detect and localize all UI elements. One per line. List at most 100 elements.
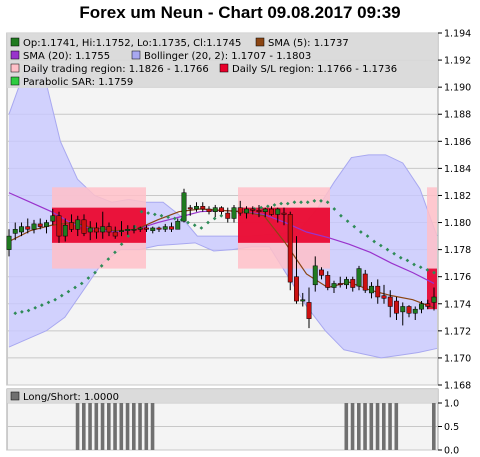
- candle-body: [425, 303, 431, 307]
- candle-body: [62, 224, 68, 237]
- candle: [44, 219, 49, 234]
- long-short-bar: [107, 403, 111, 450]
- long-short-bar: [432, 403, 436, 450]
- long-short-swatch: [10, 391, 20, 401]
- candle-body: [400, 306, 406, 313]
- sar-dot: [279, 201, 283, 206]
- sar-dot: [372, 239, 377, 244]
- candle-body: [356, 268, 362, 287]
- candle: [431, 287, 437, 311]
- candle-body: [225, 212, 231, 219]
- price-axis: 1.168 1.170 1.172 1.174 1.176 1.178 1.180 1.182…: [438, 29, 471, 392]
- candle-body: [112, 231, 118, 237]
- candle: [400, 302, 406, 326]
- candle-body: [256, 210, 262, 212]
- y-tick-label: 1.172: [444, 326, 471, 337]
- sar-dot: [219, 213, 224, 218]
- candle: [212, 204, 218, 218]
- candle: [100, 211, 106, 239]
- long-short-bar: [138, 403, 142, 450]
- candlesticks: [6, 188, 437, 329]
- candle: [387, 290, 393, 318]
- y-tick-label: 1.176: [444, 272, 471, 283]
- candle-body: [269, 208, 274, 215]
- candle: [250, 206, 256, 215]
- sar-dot: [66, 289, 71, 294]
- sar-dot: [159, 213, 164, 218]
- sar-dot: [119, 242, 124, 247]
- candle-body: [81, 219, 87, 234]
- candle: [287, 211, 293, 291]
- sar-dot: [99, 264, 104, 268]
- long-short-tick-label: 0.5: [444, 422, 459, 433]
- sar-dot: [192, 223, 197, 228]
- bollinger-upper-line: [8, 66, 438, 237]
- sar-dot: [33, 305, 38, 310]
- legend-sar: Parabolic SAR: 1.1759: [23, 77, 133, 88]
- sar-dot: [365, 234, 370, 238]
- candle-body: [150, 227, 156, 231]
- sar-dot: [186, 220, 190, 225]
- candle: [94, 222, 99, 239]
- sar-dot: [412, 262, 416, 267]
- candle: [244, 206, 249, 219]
- candle-body: [200, 206, 206, 210]
- sar-dot: [352, 224, 357, 229]
- long-short-panel: Long/Short: 1.0000 0.0 0.5 1.0: [6, 388, 459, 457]
- candle-body: [50, 215, 56, 222]
- candle: [275, 207, 281, 223]
- candle: [112, 226, 118, 239]
- y-tick-label: 1.190: [444, 83, 471, 94]
- candle: [87, 221, 93, 241]
- candle: [144, 225, 149, 233]
- sar-dot: [126, 234, 131, 238]
- candle: [181, 188, 187, 223]
- sar-dot: [93, 270, 97, 275]
- long-short-bar: [125, 403, 130, 450]
- candle: [306, 287, 312, 329]
- long-short-bar: [369, 403, 374, 450]
- candle: [12, 222, 18, 241]
- candle-body: [156, 227, 162, 230]
- y-tick-label: 1.188: [444, 110, 471, 121]
- sar-dot: [319, 199, 323, 203]
- long-short-tick-label: 0.0: [444, 446, 459, 457]
- candle: [169, 222, 174, 233]
- candle-body: [287, 214, 293, 283]
- candle-body: [319, 269, 324, 276]
- y-tick-label: 1.184: [444, 164, 471, 175]
- long-short-bar: [88, 403, 92, 450]
- long-short-bar: [119, 403, 124, 450]
- candle: [350, 276, 356, 292]
- candle: [344, 276, 349, 289]
- sar-dot: [325, 200, 330, 205]
- long-short-bar: [375, 403, 380, 450]
- candle: [206, 206, 212, 215]
- long-short-bar: [113, 403, 117, 450]
- sar-dot: [106, 257, 111, 261]
- sma20-swatch: [10, 50, 20, 60]
- candle-body: [162, 226, 168, 230]
- candle: [381, 284, 387, 304]
- long-short-bar: [132, 403, 136, 450]
- candle-body: [262, 208, 268, 212]
- sar-dot: [392, 251, 396, 256]
- long-short-bar: [344, 403, 349, 450]
- candle: [19, 222, 24, 237]
- candle: [156, 226, 162, 233]
- y-tick-label: 1.180: [444, 218, 471, 229]
- candle: [394, 297, 399, 321]
- sar-dot: [312, 199, 317, 203]
- candle-body: [344, 279, 349, 286]
- y-tick-label: 1.168: [444, 381, 471, 392]
- candle-body: [381, 295, 387, 299]
- parabolic-sar: [13, 199, 436, 316]
- long-short-bar: [100, 403, 105, 450]
- candle: [69, 214, 74, 233]
- sar-dot: [152, 212, 157, 217]
- candle: [419, 301, 424, 314]
- candle-body: [37, 223, 43, 227]
- sma5-swatch: [255, 37, 265, 47]
- candle-body: [100, 226, 106, 233]
- candle-body: [131, 229, 137, 231]
